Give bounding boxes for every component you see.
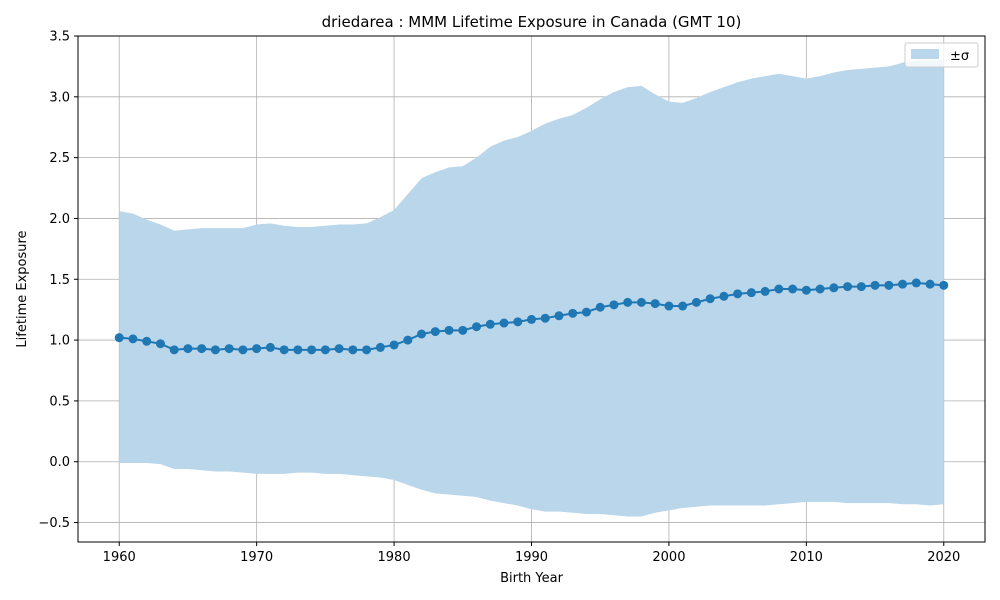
data-point — [595, 302, 605, 312]
data-point — [307, 345, 317, 355]
legend: ±σ — [904, 42, 979, 68]
data-point — [733, 289, 743, 299]
data-point — [623, 297, 633, 307]
data-point — [403, 335, 413, 345]
data-point — [636, 297, 646, 307]
data-point — [554, 311, 564, 321]
data-point — [444, 325, 454, 335]
y-tick-label: 3.0 — [49, 90, 70, 105]
data-point — [609, 300, 619, 310]
data-point — [320, 345, 330, 355]
x-tick-label: 2010 — [790, 550, 823, 565]
data-point — [293, 345, 303, 355]
data-point — [843, 282, 853, 292]
data-point — [348, 345, 358, 355]
data-point — [389, 340, 399, 350]
data-point — [788, 284, 798, 294]
data-point — [774, 284, 784, 294]
data-point — [581, 307, 591, 317]
x-tick-label: 1980 — [378, 550, 411, 565]
y-tick-label: 2.0 — [49, 212, 70, 227]
data-point — [458, 325, 468, 335]
data-point — [513, 317, 523, 327]
sigma-band-area — [119, 60, 944, 517]
data-point — [898, 279, 908, 289]
y-tick-label: 1.5 — [49, 273, 70, 288]
data-point — [911, 278, 921, 288]
y-tick-label: −0.5 — [38, 516, 70, 531]
sigma-band — [119, 60, 944, 517]
data-point — [870, 280, 880, 290]
data-point — [155, 339, 165, 349]
data-point — [142, 336, 152, 346]
data-point — [279, 345, 289, 355]
data-point — [884, 280, 894, 290]
y-tick-label: 1.0 — [49, 334, 70, 349]
data-point — [746, 288, 756, 298]
data-point — [939, 280, 949, 290]
x-tick-label: 1970 — [240, 550, 273, 565]
x-tick-label: 1990 — [515, 550, 548, 565]
data-point — [183, 344, 193, 354]
series-points — [114, 278, 949, 355]
data-point — [664, 301, 674, 311]
data-point — [691, 297, 701, 307]
data-point — [925, 279, 935, 289]
y-tick-label: 0.0 — [49, 455, 70, 470]
y-tick-label: 0.5 — [49, 394, 70, 409]
data-point — [527, 314, 536, 324]
data-point — [801, 285, 811, 295]
legend-label: ±σ — [950, 49, 969, 64]
data-point — [568, 308, 578, 318]
data-point — [128, 334, 138, 344]
data-point — [417, 329, 427, 339]
data-point — [224, 344, 234, 354]
x-tick-label: 2020 — [927, 550, 960, 565]
data-point — [238, 345, 248, 355]
data-point — [540, 313, 550, 323]
data-point — [197, 344, 207, 354]
data-point — [705, 294, 715, 304]
data-point — [362, 345, 372, 355]
data-point — [678, 301, 688, 311]
data-point — [829, 283, 839, 293]
data-point — [169, 345, 179, 355]
data-point — [499, 318, 509, 328]
data-point — [114, 333, 124, 343]
data-point — [265, 342, 275, 352]
chart-title: driedarea : MMM Lifetime Exposure in Can… — [322, 13, 742, 31]
data-point — [815, 284, 825, 294]
data-point — [760, 286, 770, 296]
x-tick-label: 2000 — [652, 550, 685, 565]
y-tick-label: 2.5 — [49, 151, 70, 166]
data-point — [375, 342, 385, 352]
data-point — [472, 322, 482, 332]
x-axis-label: Birth Year — [500, 571, 564, 586]
x-axis-ticks: 1960 1970 1980 1990 2000 2010 2020 — [103, 542, 960, 565]
data-point — [650, 299, 660, 309]
data-point — [334, 344, 344, 354]
legend-swatch — [911, 49, 939, 59]
data-point — [252, 344, 262, 354]
y-axis-ticks: −0.5 0.0 0.5 1.0 1.5 2.0 2.5 3.0 3.5 — [38, 30, 78, 531]
data-point — [485, 319, 495, 329]
y-tick-label: 3.5 — [49, 30, 70, 45]
data-point — [856, 282, 866, 292]
y-axis-label: Lifetime Exposure — [15, 230, 30, 347]
data-point — [719, 291, 729, 301]
data-point — [430, 327, 440, 337]
x-tick-label: 1960 — [103, 550, 136, 565]
data-point — [210, 345, 220, 355]
